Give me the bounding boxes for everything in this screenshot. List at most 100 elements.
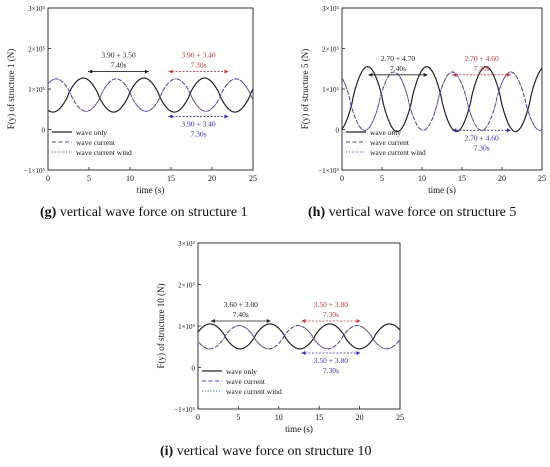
annotation-arrowhead-right <box>224 69 229 74</box>
annotation-label-top: 3.90 + 3.40 <box>181 120 215 129</box>
chart-panel-h: 0 5 10 15 20 25 −1×10⁵ 0 1×10⁵ 2×10⁵ 3×10⁵ time (s)… <box>282 0 550 195</box>
annotation-label-bottom: 7.30s <box>474 64 490 73</box>
annotation-arrowhead-right <box>224 114 229 119</box>
series-line-wave-current-wind <box>198 325 400 350</box>
annotation-label-bottom: 7.40s <box>390 64 406 73</box>
annotation-arrowhead-right <box>144 69 149 74</box>
x-axis-label: time (s) <box>428 185 456 195</box>
annotation-arrowhead-left <box>368 72 373 77</box>
y-tick-label: 2×10⁵ <box>322 46 339 54</box>
annotation-label-bottom: 7.30s <box>190 130 206 139</box>
y-tick-label: 3×10⁵ <box>28 5 45 13</box>
caption-h-letter: (h) <box>308 205 326 220</box>
x-tick-label: 20 <box>208 174 216 183</box>
annotation-label-top: 3.60 + 3.80 <box>224 300 258 309</box>
annotation-arrowhead-right <box>356 350 361 355</box>
annotation-label-bottom: 7.30s <box>190 61 206 70</box>
annotation-label-bottom: 7.30s <box>474 143 490 152</box>
caption-i: (i) vertical wave force on structure 10 <box>160 444 371 460</box>
annotation-arrowhead-right <box>423 72 428 77</box>
legend-label: wave current <box>76 138 116 147</box>
caption-i-letter: (i) <box>160 444 174 459</box>
y-tick-label: −1×10⁵ <box>174 406 195 414</box>
y-tick-label: 0 <box>42 127 46 135</box>
y-tick-label: 2×10⁵ <box>28 46 45 54</box>
annotation-arrowhead-left <box>452 128 457 133</box>
annotation-label-bottom: 7.40s <box>233 310 249 319</box>
y-tick-label: 2×10⁵ <box>178 282 195 290</box>
x-tick-label: 25 <box>396 413 404 422</box>
annotation-arrowhead-left <box>88 69 93 74</box>
series-line-wave-current-wind <box>48 78 253 112</box>
x-tick-label: 25 <box>249 174 257 183</box>
x-tick-label: 10 <box>126 174 134 183</box>
y-axis-label: F(y) of structure 5 (N) <box>300 49 310 129</box>
y-tick-label: 3×10⁵ <box>178 240 195 248</box>
x-tick-label: 15 <box>315 413 323 422</box>
series-line-wave-current-overlay <box>198 325 400 350</box>
annotation-label-bottom: 7.40s <box>110 61 126 70</box>
y-tick-label: 0 <box>192 365 196 373</box>
y-tick-label: 1×10⁵ <box>322 86 339 94</box>
series-line-wave-current-overlay <box>342 71 542 131</box>
annotation-arrowhead-left <box>210 319 215 324</box>
caption-g-letter: (g) <box>40 205 57 220</box>
annotation-arrowhead-right <box>266 319 271 324</box>
caption-h: (h) vertical wave force on structure 5 <box>308 205 516 221</box>
annotation-arrowhead-right <box>506 72 511 77</box>
x-tick-label: 0 <box>46 174 50 183</box>
y-tick-label: 3×10⁵ <box>322 5 339 13</box>
annotation-arrowhead-right <box>356 319 361 324</box>
legend-label: wave only <box>226 367 257 376</box>
x-tick-label: 0 <box>196 413 200 422</box>
legend-label: wave current <box>226 377 266 386</box>
chart-panel-i: 0 5 10 15 20 25 −1×10⁵ 0 1×10⁵ 2×10⁵ 3×10⁵ time (s)… <box>140 235 415 434</box>
annotation-label-top: 2.70 + 4.60 <box>464 54 498 63</box>
annotation-arrowhead-left <box>301 350 306 355</box>
x-axis-label: time (s) <box>137 185 165 195</box>
caption-i-text: vertical wave force on structure 10 <box>173 444 372 459</box>
series-line-wave-current <box>48 78 253 112</box>
series-line-wave-only <box>342 66 542 133</box>
legend-label: wave current wind <box>226 387 282 396</box>
annotation-label-top: 3.50 + 3.80 <box>314 300 348 309</box>
annotation-arrowhead-left <box>452 72 457 77</box>
x-tick-label: 5 <box>87 174 91 183</box>
legend-label: wave current wind <box>76 148 132 157</box>
chart-panel-g: 0 5 10 15 20 25 −1×10⁵ 0 1×10⁵ 2×10⁵ 3×10⁵ time (s)… <box>0 0 275 195</box>
y-tick-label: −1×10⁵ <box>24 167 45 175</box>
x-tick-label: 20 <box>498 174 506 183</box>
x-tick-label: 0 <box>340 174 344 183</box>
annotation-label-top: 3.90 + 3.50 <box>101 51 135 60</box>
x-tick-label: 5 <box>380 174 384 183</box>
annotation-arrowhead-left <box>168 114 173 119</box>
x-tick-label: 25 <box>538 174 546 183</box>
y-tick-label: 1×10⁵ <box>28 86 45 94</box>
y-axis-label: F(y) of structure 10 (N) <box>156 284 166 369</box>
annotation-label-top: 3.50 + 3.80 <box>314 356 348 365</box>
series-line-wave-only <box>198 323 400 350</box>
legend-label: wave current wind <box>370 148 426 157</box>
legend-label: wave only <box>370 128 401 137</box>
x-tick-label: 15 <box>167 174 175 183</box>
legend-label: wave only <box>76 128 107 137</box>
x-tick-label: 10 <box>418 174 426 183</box>
y-tick-label: 1×10⁵ <box>178 323 195 331</box>
annotation-arrowhead-right <box>506 128 511 133</box>
annotation-arrowhead-left <box>301 319 306 324</box>
x-axis-label: time (s) <box>285 424 313 434</box>
y-tick-label: −1×10⁵ <box>318 167 339 175</box>
annotation-label-top: 2.70 + 4.70 <box>381 54 415 63</box>
x-tick-label: 5 <box>236 413 240 422</box>
y-tick-label: 0 <box>336 127 340 135</box>
annotation-label-top: 3.90 + 3.40 <box>181 51 215 60</box>
y-axis-label: F(y) of structure 1 (N) <box>6 49 16 129</box>
x-tick-label: 10 <box>275 413 283 422</box>
annotation-label-top: 2.70 + 4.60 <box>464 133 498 142</box>
x-tick-label: 20 <box>356 413 364 422</box>
series-line-wave-current-overlay <box>48 78 253 112</box>
series-line-wave-only <box>48 77 253 113</box>
